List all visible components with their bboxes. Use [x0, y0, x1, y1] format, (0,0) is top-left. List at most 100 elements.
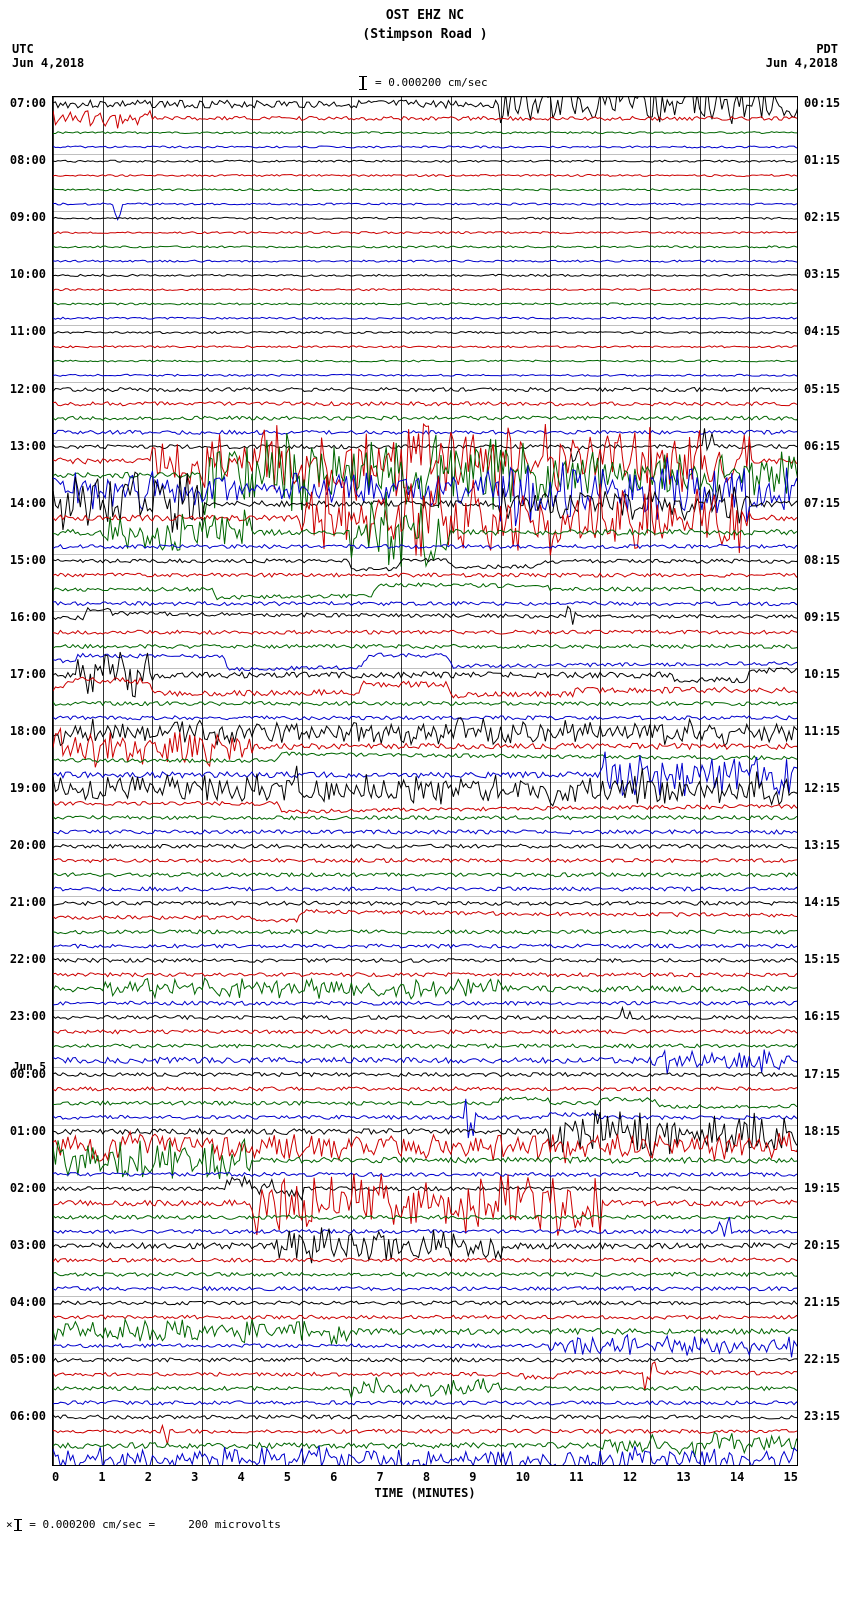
x-tick-label: 11	[569, 1470, 583, 1484]
seismic-trace	[53, 1044, 798, 1048]
pdt-time-label: 14:15	[804, 895, 840, 909]
footer-scale: × = 0.000200 cm/sec = 200 microvolts	[0, 1500, 850, 1531]
pdt-time-label: 08:15	[804, 553, 840, 567]
utc-time-label: 22:00	[10, 952, 46, 966]
x-tick-label: 0	[52, 1470, 59, 1484]
seismic-trace	[53, 910, 798, 922]
seismic-trace	[53, 388, 798, 392]
seismic-trace	[53, 718, 798, 746]
seismic-trace	[53, 816, 798, 820]
seismic-trace	[53, 331, 798, 333]
seismic-trace	[53, 1073, 798, 1077]
seismic-trace	[53, 887, 798, 891]
utc-time-label: 08:00	[10, 153, 46, 167]
pdt-time-label: 21:15	[804, 1295, 840, 1309]
seismic-trace	[53, 428, 798, 461]
pdt-time-label: 09:15	[804, 610, 840, 624]
seismic-trace	[53, 1217, 798, 1237]
pdt-time-label: 23:15	[804, 1409, 840, 1423]
seismic-trace	[53, 930, 798, 934]
seismic-trace	[53, 1401, 798, 1405]
seismic-trace	[53, 873, 798, 877]
pdt-time-label: 06:15	[804, 439, 840, 453]
pdt-time-label: 15:15	[804, 952, 840, 966]
trace-layer	[53, 97, 798, 1466]
utc-time-label: 01:00	[10, 1124, 46, 1138]
x-tick-label: 13	[676, 1470, 690, 1484]
seismic-trace	[53, 274, 798, 276]
seismic-trace	[53, 944, 798, 948]
x-tick-label: 15	[783, 1470, 797, 1484]
x-tick-label: 4	[237, 1470, 244, 1484]
pdt-time-label: 10:15	[804, 667, 840, 681]
seismic-trace	[53, 402, 798, 406]
plot-wrapper: 0123456789101112131415 TIME (MINUTES) 07…	[52, 96, 798, 1500]
seismic-trace	[53, 901, 798, 905]
pdt-time-label: 12:15	[804, 781, 840, 795]
seismic-trace	[53, 174, 798, 176]
station-code: OST EHZ NC	[0, 0, 850, 27]
seismic-trace	[53, 583, 798, 600]
seismic-trace	[53, 702, 798, 706]
tz-left: UTC	[12, 42, 84, 56]
utc-time-label: 12:00	[10, 382, 46, 396]
seismic-trace	[53, 1172, 798, 1176]
seismic-trace	[53, 844, 798, 848]
seismic-trace	[53, 573, 798, 577]
seismic-trace	[53, 801, 798, 813]
x-tick-label: 1	[98, 1470, 105, 1484]
seismic-trace	[53, 1215, 798, 1219]
seismic-trace	[53, 317, 798, 319]
footer-scale-suffix: 200 microvolts	[188, 1518, 281, 1531]
pdt-time-label: 03:15	[804, 267, 840, 281]
pdt-time-label: 02:15	[804, 210, 840, 224]
seismic-trace	[53, 346, 798, 348]
pdt-time-label: 01:15	[804, 153, 840, 167]
seismogram-plot	[52, 96, 798, 1466]
seismic-trace	[53, 416, 798, 420]
seismic-trace	[53, 1001, 798, 1005]
scale-note: = 0.000200 cm/sec	[0, 70, 850, 96]
pdt-time-label: 04:15	[804, 324, 840, 338]
seismic-trace	[53, 203, 798, 220]
utc-time-label: 11:00	[10, 324, 46, 338]
x-axis-title: TIME (MINUTES)	[52, 1484, 798, 1500]
seismic-trace	[53, 260, 798, 262]
utc-time-label: 13:00	[10, 439, 46, 453]
utc-time-label: 02:00	[10, 1181, 46, 1195]
utc-time-label: 09:00	[10, 210, 46, 224]
seismic-trace	[53, 973, 798, 977]
seismic-trace	[53, 602, 798, 606]
seismic-trace	[53, 1446, 798, 1466]
utc-time-label: 07:00	[10, 96, 46, 110]
seismic-trace	[53, 1030, 798, 1034]
seismic-trace	[53, 111, 798, 129]
utc-time-label: 03:00	[10, 1238, 46, 1252]
seismic-trace	[53, 430, 798, 434]
seismic-trace	[53, 1132, 798, 1163]
seismic-trace	[53, 1319, 798, 1344]
x-tick-label: 6	[330, 1470, 337, 1484]
seismic-trace	[53, 644, 798, 648]
seismic-trace	[53, 360, 798, 362]
utc-time-label: 19:00	[10, 781, 46, 795]
utc-time-label: 17:00	[10, 667, 46, 681]
utc-time-label: 16:00	[10, 610, 46, 624]
utc-time-label: 23:00	[10, 1009, 46, 1023]
pdt-time-label: 22:15	[804, 1352, 840, 1366]
footer-scale-prefix: = 0.000200 cm/sec =	[29, 1518, 155, 1531]
seismic-trace	[53, 1008, 798, 1020]
footer-scale-bar-icon	[17, 1519, 19, 1531]
seismic-trace	[53, 1377, 798, 1398]
pdt-time-label: 18:15	[804, 1124, 840, 1138]
tz-right: PDT	[766, 42, 838, 56]
seismic-trace	[53, 830, 798, 834]
pdt-time-label: 19:15	[804, 1181, 840, 1195]
x-tick-label: 2	[145, 1470, 152, 1484]
x-axis-ticks: 0123456789101112131415	[52, 1466, 798, 1484]
utc-time-label: 20:00	[10, 838, 46, 852]
pdt-time-label: 00:15	[804, 96, 840, 110]
seismic-trace	[53, 217, 798, 219]
pdt-time-label: 13:15	[804, 838, 840, 852]
seismic-trace	[53, 374, 798, 376]
